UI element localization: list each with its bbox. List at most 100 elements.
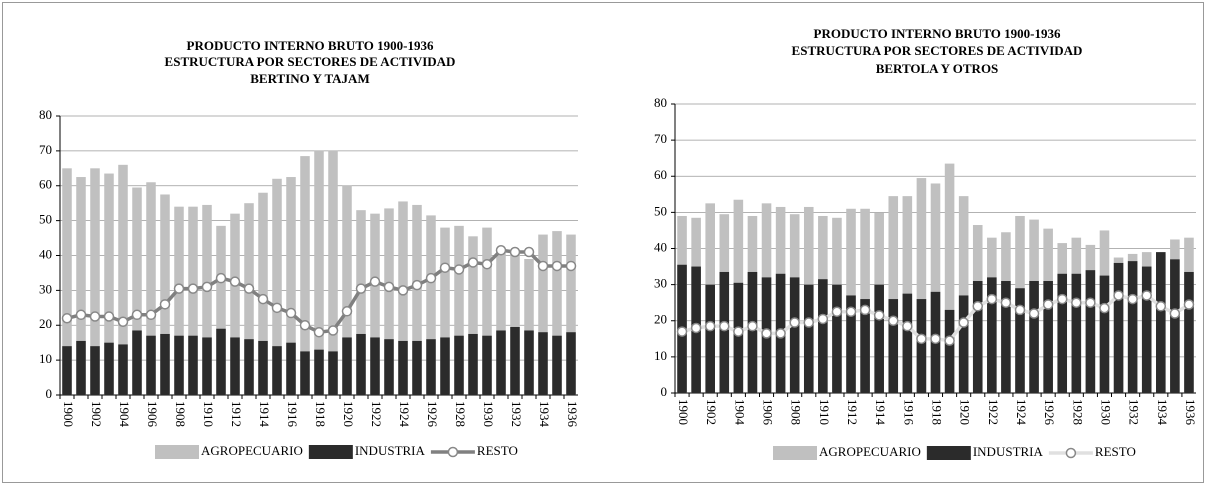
bar bbox=[426, 215, 436, 395]
y-tick-label: 70 bbox=[39, 142, 52, 157]
y-tick-label: 20 bbox=[654, 312, 667, 327]
marker bbox=[271, 302, 283, 314]
legend-swatch bbox=[926, 446, 971, 460]
x-tick-label: 1918 bbox=[930, 399, 945, 425]
bar bbox=[342, 337, 352, 395]
bar bbox=[90, 346, 100, 395]
x-tick-label: 1914 bbox=[257, 401, 272, 428]
x-tick-label: 1910 bbox=[201, 401, 216, 427]
bar bbox=[300, 156, 310, 395]
bar bbox=[118, 164, 128, 395]
bar bbox=[510, 252, 520, 395]
legend-label: INDUSTRIA bbox=[355, 443, 426, 458]
bar bbox=[1184, 271, 1194, 393]
marker bbox=[1169, 308, 1181, 319]
bar bbox=[705, 284, 715, 393]
y-tick-label: 10 bbox=[39, 351, 52, 366]
legend-swatch bbox=[155, 445, 199, 459]
marker bbox=[565, 260, 577, 272]
x-tick-label: 1920 bbox=[341, 401, 356, 427]
x-tick-label: 1924 bbox=[397, 401, 412, 428]
marker bbox=[145, 309, 157, 321]
x-tick-label: 1936 bbox=[1183, 399, 1198, 426]
bar bbox=[202, 337, 212, 395]
bar bbox=[482, 335, 492, 395]
bar bbox=[566, 332, 576, 395]
bar bbox=[188, 206, 198, 395]
marker bbox=[1155, 301, 1167, 312]
bar bbox=[300, 351, 310, 395]
marker bbox=[944, 335, 955, 346]
x-tick-label: 1908 bbox=[789, 399, 804, 425]
bar bbox=[1001, 281, 1011, 393]
marker bbox=[313, 326, 325, 338]
marker bbox=[902, 320, 913, 332]
marker bbox=[439, 262, 451, 273]
bar bbox=[286, 342, 296, 395]
marker bbox=[1085, 297, 1096, 308]
chart-title: BERTINO Y TAJAM bbox=[250, 71, 369, 86]
marker bbox=[859, 304, 871, 316]
x-tick-label: 1906 bbox=[145, 401, 160, 428]
bar bbox=[747, 271, 758, 393]
bar bbox=[832, 284, 842, 393]
y-tick-label: 50 bbox=[39, 212, 52, 227]
bar bbox=[272, 178, 282, 395]
x-tick-label: 1910 bbox=[817, 399, 832, 425]
marker bbox=[243, 283, 255, 294]
bar bbox=[1085, 270, 1096, 393]
bar bbox=[412, 340, 422, 395]
x-tick-label: 1930 bbox=[1098, 399, 1113, 425]
y-tick-label: 30 bbox=[654, 276, 667, 291]
bar bbox=[1127, 261, 1138, 393]
marker bbox=[916, 333, 927, 345]
marker bbox=[411, 279, 423, 291]
bar bbox=[202, 204, 212, 395]
x-tick-label: 1926 bbox=[425, 401, 440, 428]
bar bbox=[888, 196, 899, 393]
marker bbox=[986, 293, 998, 305]
marker bbox=[257, 293, 269, 305]
bar bbox=[230, 337, 240, 395]
legend-swatch bbox=[447, 446, 459, 458]
bar bbox=[482, 227, 492, 395]
bar bbox=[468, 236, 478, 395]
marker bbox=[761, 328, 772, 339]
x-tick-label: 1932 bbox=[1127, 399, 1142, 425]
bar bbox=[384, 208, 394, 395]
marker bbox=[676, 326, 688, 337]
bar bbox=[132, 187, 142, 395]
y-tick-label: 0 bbox=[46, 386, 53, 401]
marker bbox=[1141, 290, 1152, 301]
marker bbox=[888, 315, 899, 326]
bar bbox=[174, 335, 184, 395]
marker bbox=[817, 313, 829, 325]
marker bbox=[453, 264, 465, 275]
marker bbox=[1071, 297, 1082, 308]
bar bbox=[76, 177, 86, 395]
marker bbox=[159, 299, 171, 310]
bar bbox=[1029, 281, 1039, 393]
bar bbox=[552, 335, 562, 395]
marker bbox=[327, 325, 339, 336]
marker bbox=[369, 276, 381, 287]
x-tick-label: 1926 bbox=[1042, 399, 1057, 426]
bar bbox=[62, 168, 72, 395]
marker bbox=[509, 246, 521, 258]
marker bbox=[397, 285, 409, 296]
x-tick-label: 1916 bbox=[901, 399, 916, 426]
bar bbox=[524, 330, 534, 395]
x-tick-label: 1928 bbox=[453, 401, 468, 427]
x-tick-label: 1906 bbox=[761, 399, 776, 426]
bar bbox=[314, 150, 324, 395]
marker bbox=[61, 313, 73, 324]
bar bbox=[958, 295, 969, 393]
x-tick-label: 1908 bbox=[173, 401, 188, 427]
bar bbox=[524, 258, 534, 395]
bar bbox=[860, 299, 870, 393]
marker bbox=[355, 283, 367, 294]
x-tick-label: 1920 bbox=[958, 399, 973, 425]
x-tick-label: 1928 bbox=[1070, 399, 1085, 425]
chart-title: BERTOLA Y OTROS bbox=[876, 61, 999, 76]
bar bbox=[244, 203, 254, 395]
